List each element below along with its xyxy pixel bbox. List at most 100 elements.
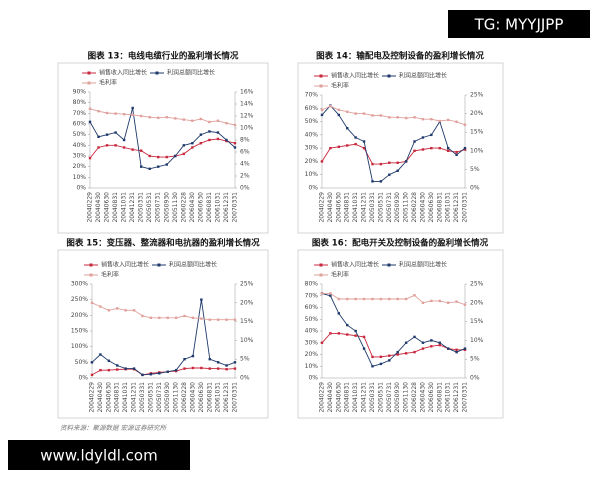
legend-marker [157,263,161,267]
x-tick-label: 20040630 [105,382,112,413]
source-note: 资料来源：聚源数据 宏源证券研究所 [60,424,168,432]
x-tick-label: 20060831 [206,192,213,223]
point [116,364,119,367]
point [404,297,408,301]
x-tick-label: 20070331 [232,192,239,223]
y-tick-label: 50% [305,118,319,125]
point [124,309,127,312]
point [225,368,228,371]
point [105,133,109,136]
point [371,365,374,368]
point [116,307,119,310]
point [337,145,341,149]
point [362,347,366,350]
y-tick-label: 30% [305,339,319,346]
x-tick-label: 20050331 [369,192,376,223]
point [329,332,332,335]
legend-label: 毛利率 [331,271,349,279]
point [233,367,237,370]
point [354,112,357,115]
series-line [322,292,466,306]
point [199,133,203,136]
point [90,361,94,364]
point [182,152,186,156]
point [90,301,94,304]
point [99,305,102,308]
point [379,355,383,359]
point [166,370,169,373]
x-tick-label: 20050731 [386,382,393,413]
x-tick-label: 20040831 [114,382,121,413]
x-tick-label: 20040630 [104,192,111,223]
y2-tick-label: 10% [470,147,484,154]
point [446,347,450,350]
point [105,111,109,115]
series-line [321,104,466,182]
y-tick-label: 40% [305,131,319,138]
point [141,314,144,318]
point [157,155,160,159]
x-tick-label: 20050331 [139,382,146,413]
legend-marker [319,273,323,277]
y-tick-label: 60% [305,304,319,311]
y2-tick-label: 10% [240,337,254,344]
point [225,138,228,142]
y-tick-label: 0% [76,185,86,192]
point [421,136,425,139]
x-tick-label: 20060430 [189,382,196,413]
point [174,154,177,158]
point [337,332,341,335]
x-tick-label: 20061031 [445,192,452,223]
x-tick-label: 20041231 [361,382,368,413]
point [233,318,237,321]
y-tick-label: 0% [308,185,318,192]
panel-frame [57,62,269,234]
point [183,367,186,370]
point [208,367,211,370]
point [141,373,144,377]
point [413,116,416,119]
legend-marker [387,263,391,267]
point [446,146,450,150]
point [346,110,349,113]
y-tick-label: 0% [308,375,318,382]
point [396,169,399,172]
point [166,316,169,320]
y-tick-label: 50% [73,131,87,138]
y2-tick-label: 5% [470,166,480,173]
point [132,309,136,312]
point [413,350,416,354]
point [388,161,391,164]
point [199,142,203,145]
point [320,341,324,344]
y2-tick-label: 25% [240,281,254,288]
point [90,373,94,377]
y-tick-label: 250% [71,296,88,303]
legend-marker [319,74,323,78]
panel-frame [57,249,269,419]
y2-tick-label: 8% [240,137,250,144]
x-tick-label: 20040430 [327,382,334,413]
point [131,113,134,116]
y-tick-label: 50% [305,316,319,323]
y-tick-label: 20% [305,158,319,165]
x-tick-label: 20040430 [97,382,104,413]
watermark: www.ldyldl.com [40,447,157,465]
point [124,367,127,370]
point [329,294,332,297]
point [132,367,136,370]
point [396,161,399,164]
legend-label: 销售收入同比增长 [331,261,379,269]
point [148,154,151,158]
point [200,366,203,370]
x-tick-label: 20040229 [319,192,326,223]
x-tick-label: 20050930 [163,192,170,223]
x-tick-label: 20060630 [428,382,435,413]
point [337,108,341,112]
point [182,144,186,147]
x-tick-label: 20041231 [131,382,138,413]
legend-label: 销售收入同比增长 [331,72,379,80]
point [388,173,391,176]
series-line [89,107,236,170]
y-tick-label: 30% [305,145,319,152]
